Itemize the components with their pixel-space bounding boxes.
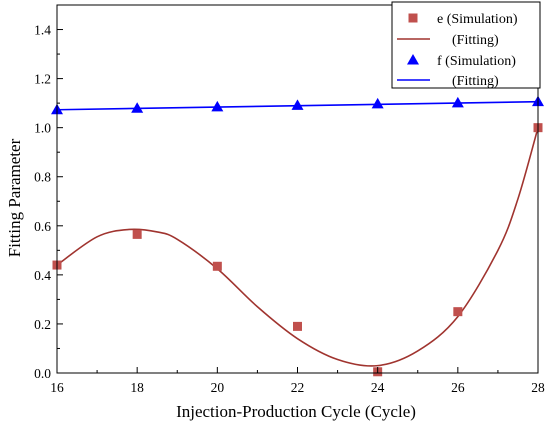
series-line-1 (56, 127, 539, 367)
data-point-0-2 (212, 261, 222, 271)
x-tick-label-2: 20 (211, 380, 225, 395)
x-tick-label-1: 18 (130, 380, 144, 395)
x-tick-label-3: 22 (291, 380, 305, 395)
data-point-2-4 (371, 97, 384, 109)
data-point-0-3 (293, 321, 302, 331)
data-point-2-2 (211, 100, 224, 112)
x-tick-label-6: 28 (531, 380, 545, 395)
y-tick-label-2: 0.4 (34, 268, 51, 283)
chart-axes: 16 18 20 22 24 26 28 0.0 0.2 0.4 0.6 0.8 1.0 1.2 1.4 (34, 4, 545, 395)
legend-label-0: e (Simulation) (437, 12, 518, 27)
data-point-2-5 (451, 96, 464, 108)
data-point-2-1 (131, 102, 144, 113)
y-tick-label-5: 1.0 (34, 121, 51, 136)
chart-marks (51, 95, 544, 377)
y-tick-label-1: 0.2 (34, 317, 51, 332)
legend-label-3: (Fitting) (452, 74, 499, 89)
x-tick-label-4: 24 (371, 380, 385, 395)
x-tick-label-0: 16 (50, 380, 64, 395)
y-tick-label-4: 0.8 (34, 170, 51, 185)
legend-marker-0 (408, 13, 418, 23)
legend-label-2: f (Simulation) (437, 54, 516, 69)
y-tick-label-7: 1.4 (34, 23, 51, 38)
y-axis-title: Fitting Parameter (5, 138, 24, 257)
legend: e (Simulation) (Fitting) f (Simulation) (Fi… (391, 1, 541, 89)
data-point-0-5 (453, 307, 463, 317)
legend-marker-2 (407, 54, 419, 65)
legend-label-1: (Fitting) (452, 33, 499, 48)
y-tick-label-3: 0.6 (34, 219, 51, 234)
data-point-0-1 (132, 229, 142, 239)
y-tick-label-0: 0.0 (34, 366, 51, 381)
y-tick-label-6: 1.2 (34, 72, 51, 87)
data-point-2-3 (291, 99, 304, 110)
x-tick-label-5: 26 (451, 380, 465, 395)
x-axis-title: Injection-Production Cycle (Cycle) (176, 402, 416, 421)
